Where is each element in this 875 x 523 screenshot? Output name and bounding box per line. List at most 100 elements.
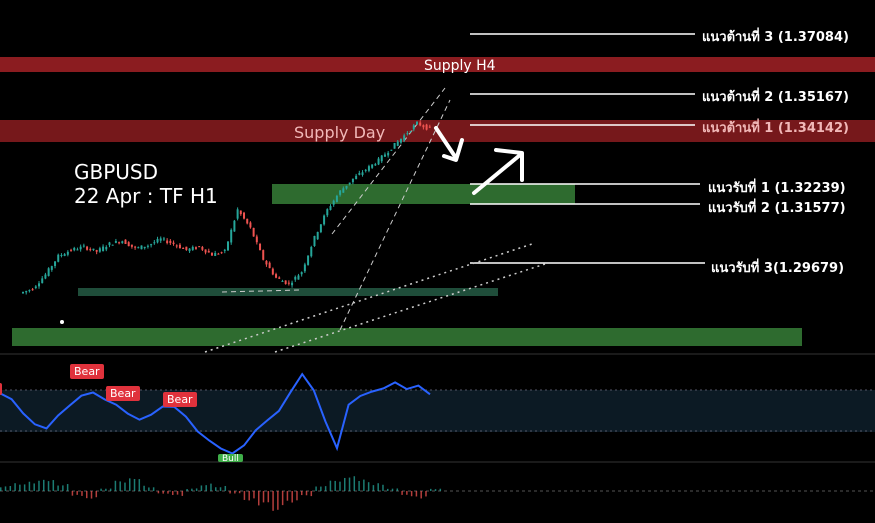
candle-body [223,249,226,251]
bear-badge: Bear [70,364,104,379]
neckline [221,289,301,293]
candle-body [118,242,121,244]
candle-body [399,138,402,143]
histogram-bar [28,481,31,491]
candle-body [188,248,191,252]
candle-body [108,242,111,246]
candle-body [415,121,418,125]
candle-body [319,224,322,233]
candle-body [246,218,249,224]
histogram-bar [229,491,231,494]
candle-body [178,244,181,249]
candle-body [390,149,393,151]
candle-body [236,209,239,219]
symbol-text: GBPUSD [74,160,159,184]
histogram-bar [253,491,255,499]
bear-badge: Bear [163,392,197,407]
histogram-bar [105,488,107,491]
histogram-bar [224,485,227,491]
histogram-bar [367,482,370,491]
histogram-bar [138,479,141,491]
histogram-bar [205,485,207,491]
histogram-bar [86,491,88,499]
candle-body [412,125,415,130]
candle-body [143,246,146,249]
candle-body [419,122,422,126]
histogram-bar [33,483,35,491]
histogram-bar [114,480,117,491]
candle-body [387,152,390,156]
supply-h4-label: Supply H4 [424,58,496,74]
candle-body [287,282,290,284]
histogram-bar [62,485,64,491]
bear-badge-edge [0,383,2,395]
histogram-bar [4,486,7,491]
histogram-bar [324,486,327,491]
candle-body [371,164,374,168]
histogram-bar [267,491,270,503]
candle-body [310,247,313,257]
histogram-bar [420,491,422,499]
histogram-bar [430,488,432,491]
histogram-bar [439,488,442,491]
histogram-bar [124,482,126,491]
demand-zone [272,184,575,204]
bear-badge: Bear [106,386,140,401]
down-arrow [434,126,458,160]
candle-body [406,133,409,135]
histogram-bar [23,484,26,491]
histogram-bar [353,476,356,491]
bull-badge: Bull [218,454,243,462]
candle-body [217,253,220,255]
histogram-bar [358,481,360,491]
histogram-bar [348,477,351,491]
histogram-bar [382,484,384,491]
candle-body [44,274,47,279]
candle-body [134,246,137,248]
candle-body [169,240,172,244]
candle-body [210,253,213,256]
candle-body [255,236,258,243]
candle-body [92,248,95,251]
candle-body [278,277,281,279]
candle-body [204,249,207,253]
candle-body [127,242,130,247]
histogram-bar [195,488,198,491]
candle-body [271,268,274,275]
histogram-bar [215,487,217,491]
histogram-bar [43,479,45,491]
histogram-bar [310,491,313,497]
histogram-bar [57,485,59,491]
candle-body [303,264,306,272]
candle-body [335,195,338,202]
histogram-bar [76,491,78,495]
candle-body [76,249,79,251]
histogram-bar [387,488,389,491]
candle-body [191,246,194,250]
histogram-bar [425,491,427,497]
histogram-bar [66,484,69,491]
demand-zone-small [78,288,498,296]
candle-body [175,245,178,247]
candle-body [82,245,85,247]
candle-body [367,166,370,171]
candle-body [249,222,252,228]
candle-body [332,200,335,205]
candle-body [227,241,229,251]
histogram-bar [148,487,150,491]
support-1-label: แนวรับที่ 1 (1.32239) [708,181,846,196]
supply-day-label: Supply Day [294,123,386,142]
candle-body [98,248,101,252]
resistance-3-label: แนวต้านที่ 3 (1.37084) [702,30,849,45]
candle-body [377,158,380,165]
histogram-bar [396,488,399,491]
candle-body [291,282,294,286]
demand-zone-large [12,328,802,346]
histogram-bar [100,488,102,491]
candle-body [259,243,262,251]
candle-body [243,212,246,219]
histogram-bar [334,480,336,491]
candle-body [214,252,217,257]
candle-body [339,190,342,195]
